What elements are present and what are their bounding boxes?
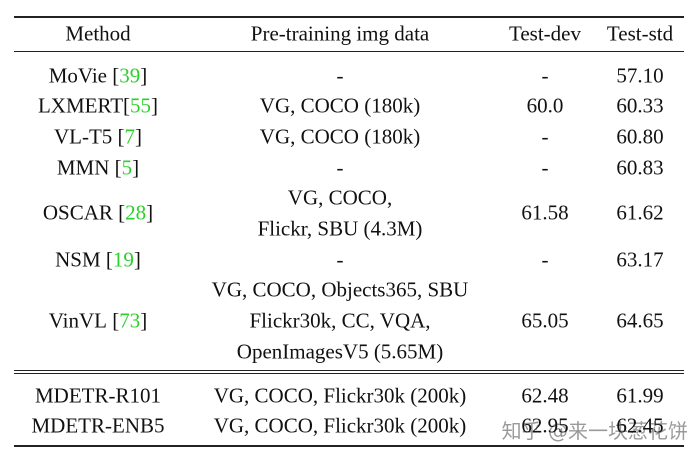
test-std-cell: 63.17 [616, 247, 664, 272]
method-name: NSM [55, 247, 101, 272]
method-cell: LXMERT[55] [37, 93, 159, 118]
test-std-cell: 60.80 [616, 124, 664, 149]
citation: [55] [123, 93, 159, 118]
method-name: MMN [56, 155, 110, 180]
data-cell: - [336, 247, 344, 272]
header-cell: Method [65, 21, 131, 46]
method-cell: NSM [19] [55, 247, 141, 272]
data-cell: VG, COCO, Flickr30k (200k) [213, 383, 467, 408]
data-cell: Flickr30k, CC, VQA, [249, 308, 431, 333]
test-std-cell: 61.62 [616, 200, 664, 225]
test-std-cell: 57.10 [616, 63, 664, 88]
top-rule [14, 16, 684, 18]
method-cell: VinVL [73] [48, 308, 148, 333]
bottom-rule [14, 445, 684, 447]
header-cell: Test-std [606, 21, 674, 46]
section-rule [14, 373, 684, 374]
data-cell: Flickr, SBU (4.3M) [257, 216, 423, 240]
test-dev-cell: 60.0 [526, 93, 564, 118]
data-cell: VG, COCO, Objects365, SBU [211, 277, 469, 302]
citation: [5] [114, 155, 140, 180]
header-rule [14, 51, 684, 52]
method-cell: OSCAR [28] [42, 200, 154, 225]
test-dev-cell: 62.95 [521, 413, 569, 438]
test-dev-cell: 65.05 [521, 308, 569, 333]
data-cell: - [336, 155, 344, 180]
data-cell: OpenImagesV5 (5.65M) [236, 339, 444, 364]
test-dev-cell: 62.48 [521, 383, 569, 408]
test-std-cell: 62.45 [616, 413, 664, 438]
test-std-cell: 60.83 [616, 155, 664, 180]
citation: [28] [118, 200, 154, 225]
test-std-cell: 64.65 [616, 308, 664, 333]
test-std-cell: 61.99 [616, 383, 664, 408]
method-cell: MoVie [39] [48, 63, 148, 88]
method-name: OSCAR [42, 200, 113, 225]
citation: [19] [105, 247, 141, 272]
test-dev-cell: - [541, 155, 549, 180]
section-rule [14, 370, 684, 371]
test-dev-cell: - [541, 63, 549, 88]
data-cell: VG, COCO, Flickr30k (200k) [213, 413, 467, 438]
header-cell: Test-dev [508, 21, 582, 46]
method-name: VL-T5 [53, 124, 113, 149]
method-cell: MMN [5] [56, 155, 140, 180]
method-name: LXMERT [37, 93, 124, 118]
data-cell: VG, COCO (180k) [259, 124, 421, 149]
method-cell: VL-T5 [7] [53, 124, 143, 149]
data-cell: VG, COCO, [287, 185, 393, 209]
test-dev-cell: - [541, 247, 549, 272]
watermark: 知乎 @来一块葱花饼 [501, 419, 688, 443]
test-std-cell: 60.33 [616, 93, 664, 118]
data-cell: VG, COCO (180k) [259, 93, 421, 118]
test-dev-cell: 61.58 [521, 200, 569, 225]
method-name: MoVie [48, 63, 107, 88]
header-cell: Pre-training img data [250, 21, 430, 46]
test-dev-cell: - [541, 124, 549, 149]
citation: [73] [112, 308, 148, 333]
method-name: VinVL [48, 308, 107, 333]
data-cell: - [336, 63, 344, 88]
method-cell: MDETR-R101 [35, 383, 161, 408]
method-cell: MDETR-ENB5 [31, 413, 165, 438]
citation: [7] [117, 124, 143, 149]
citation: [39] [112, 63, 148, 88]
